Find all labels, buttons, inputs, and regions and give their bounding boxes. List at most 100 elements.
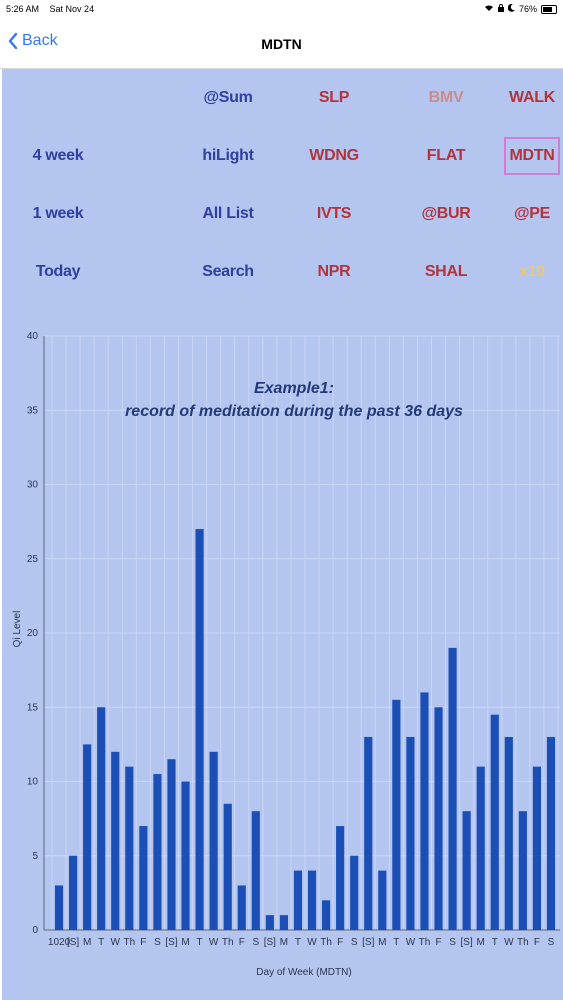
x-tick-label: F [337, 937, 343, 948]
grid-button-npr[interactable]: NPR [317, 263, 351, 280]
y-tick-label: 15 [27, 702, 39, 713]
bar [322, 900, 331, 930]
x-tick-label: Th [123, 937, 135, 948]
x-tick-label: M [477, 937, 485, 948]
bar [153, 774, 162, 930]
bar [97, 707, 106, 930]
bar [448, 647, 457, 930]
x-tick-label: 1020 [48, 937, 71, 948]
x-tick-label: T [197, 937, 203, 948]
bar [181, 781, 190, 930]
bar [293, 870, 303, 930]
x-tick-label: S [449, 937, 456, 948]
x-tick-label: [S] [264, 937, 276, 948]
grid-button-wdng[interactable]: WDNG [309, 147, 359, 164]
bar [532, 766, 541, 930]
x-tick-label: M [83, 937, 91, 948]
x-tick-label: [S] [461, 937, 473, 948]
bar [279, 915, 288, 930]
grid-button-4-week[interactable]: 4 week [32, 147, 84, 164]
x-axis-label: Day of Week (MDTN) [256, 967, 351, 978]
grid-button-pe[interactable]: @PE [513, 205, 551, 222]
grid-button-search[interactable]: Search [202, 263, 254, 280]
x-tick-label: W [406, 937, 416, 948]
bar [392, 699, 401, 930]
status-date: Sat Nov 24 [49, 4, 95, 14]
chart-title-line: Example1: [254, 380, 334, 397]
x-tick-label: F [140, 937, 146, 948]
grid-button-walk[interactable]: WALK [509, 89, 555, 106]
grid-button-today[interactable]: Today [35, 263, 81, 280]
back-label: Back [22, 32, 58, 49]
x-tick-label: F [239, 937, 245, 948]
bar [504, 736, 513, 930]
bar [209, 751, 218, 930]
x-tick-label: M [280, 937, 288, 948]
battery-icon [541, 4, 557, 14]
bar [350, 855, 359, 930]
y-tick-label: 20 [27, 628, 39, 639]
bar [364, 736, 373, 930]
x-tick-label: W [504, 937, 514, 948]
bar [336, 826, 345, 930]
bar [251, 811, 260, 930]
grid-button-1-week[interactable]: 1 week [32, 205, 84, 222]
back-button[interactable]: Back [8, 32, 58, 50]
x-tick-label: T [492, 937, 498, 948]
x-tick-label: S [548, 937, 555, 948]
x-tick-label: T [98, 937, 104, 948]
bar [125, 766, 134, 930]
bar [195, 529, 204, 930]
grid-button-bur[interactable]: @BUR [421, 205, 471, 222]
x-tick-label: T [295, 937, 301, 948]
grid-button-bmv[interactable]: BMV [428, 89, 464, 106]
main-panel: @Sum SLP BMV WALK 4 week hiLight WDNG FLAT MDTN 1… [2, 69, 563, 1000]
y-tick-label: 25 [27, 554, 39, 565]
y-tick-label: 5 [32, 851, 38, 862]
bar [111, 751, 120, 930]
navigation-bar: Back MDTN [0, 20, 563, 69]
x-tick-label: [S] [67, 937, 79, 948]
status-time: 5:26 AM [6, 4, 40, 14]
x-tick-label: F [435, 937, 441, 948]
grid-button-hilight[interactable]: hiLight [202, 147, 254, 164]
bar [54, 885, 64, 930]
grid-button-ivts[interactable]: IVTS [316, 205, 352, 222]
bar [139, 826, 148, 930]
bar [434, 707, 443, 930]
x-tick-label: W [209, 937, 219, 948]
x-tick-label: Th [517, 937, 529, 948]
grid-button-shal[interactable]: SHAL [424, 263, 468, 280]
bar [420, 692, 429, 930]
bar [83, 744, 92, 930]
y-tick-label: 40 [27, 331, 39, 342]
page-title: MDTN [261, 36, 302, 52]
status-bar: 5:26 AM Sat Nov 24 76% [0, 0, 563, 20]
y-tick-label: 35 [27, 405, 39, 416]
x-tick-label: Th [320, 937, 332, 948]
bar [406, 736, 415, 930]
grid-button-slp[interactable]: SLP [318, 89, 350, 106]
x-tick-label: W [307, 937, 317, 948]
grid-button-all-list[interactable]: All List [202, 205, 254, 222]
wifi-icon [484, 4, 494, 14]
x-tick-label: S [351, 937, 358, 948]
grid-button-flat[interactable]: FLAT [426, 147, 466, 164]
grid-button-x10[interactable]: x10 [519, 263, 545, 280]
bar [518, 811, 527, 930]
grid-button-sum[interactable]: @Sum [203, 89, 253, 106]
lock-icon [497, 4, 504, 14]
x-tick-label: Th [222, 937, 234, 948]
x-tick-label: F [534, 937, 540, 948]
x-tick-label: Th [419, 937, 431, 948]
x-tick-label: [S] [362, 937, 374, 948]
x-tick-label: W [111, 937, 121, 948]
x-tick-label: S [252, 937, 259, 948]
bar [546, 736, 556, 930]
grid-button-mdtn[interactable]: MDTN [504, 137, 560, 175]
bar [167, 759, 176, 930]
bar [237, 885, 246, 930]
chevron-left-icon [8, 32, 18, 50]
battery-percent: 76% [518, 4, 537, 14]
